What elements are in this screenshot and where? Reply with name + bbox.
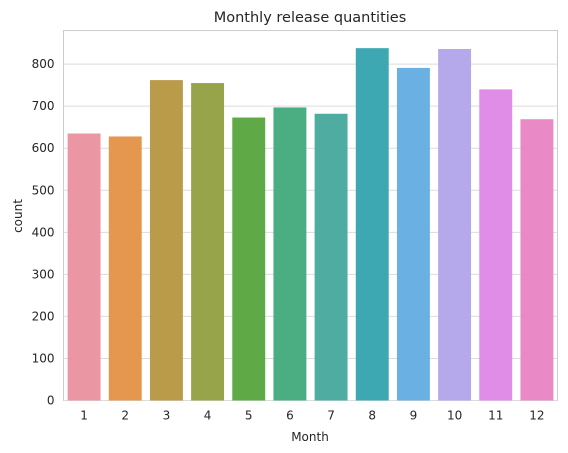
y-axis-label: count xyxy=(11,199,25,233)
y-tick-label: 400 xyxy=(32,225,55,239)
x-tick-label: 12 xyxy=(529,409,544,423)
bar-month-2 xyxy=(108,136,142,401)
y-tick-label: 800 xyxy=(32,57,55,71)
x-tick-label: 2 xyxy=(121,409,129,423)
y-tick-label: 200 xyxy=(32,309,55,323)
y-tick-label: 100 xyxy=(32,351,55,365)
x-tick-label: 11 xyxy=(488,409,503,423)
x-tick-label: 10 xyxy=(447,409,462,423)
x-tick-labels: 1 2 3 4 5 6 7 8 9 10 11 12 xyxy=(80,409,544,423)
y-gridlines xyxy=(63,63,558,401)
x-tick-label: 8 xyxy=(368,409,376,423)
bar-month-9 xyxy=(396,67,430,401)
bars xyxy=(67,48,554,401)
y-tick-label: 0 xyxy=(47,394,55,408)
x-tick-label: 6 xyxy=(286,409,294,423)
bar-month-6 xyxy=(273,107,307,401)
x-tick-label: 3 xyxy=(163,409,171,423)
bar-month-10 xyxy=(438,49,472,401)
bar-month-5 xyxy=(232,117,266,401)
x-tick-label: 5 xyxy=(245,409,253,423)
bar-month-1 xyxy=(67,133,101,401)
x-tick-label: 9 xyxy=(410,409,418,423)
bar-month-12 xyxy=(520,119,554,401)
y-tick-labels: 0 100 200 300 400 500 600 700 800 xyxy=(32,57,55,407)
x-tick-label: 4 xyxy=(204,409,212,423)
y-tick-label: 600 xyxy=(32,141,55,155)
bar-month-4 xyxy=(191,83,225,401)
bar-month-3 xyxy=(149,80,183,401)
bar-month-8 xyxy=(355,48,389,401)
x-axis-label: Month xyxy=(291,430,329,444)
y-tick-label: 300 xyxy=(32,267,55,281)
y-tick-label: 500 xyxy=(32,183,55,197)
bar-month-11 xyxy=(479,89,513,401)
chart-title: Monthly release quantities xyxy=(214,10,407,26)
y-tick-label: 700 xyxy=(32,99,55,113)
x-tick-label: 1 xyxy=(80,409,88,423)
bar-month-7 xyxy=(314,113,348,401)
x-tick-label: 7 xyxy=(327,409,335,423)
